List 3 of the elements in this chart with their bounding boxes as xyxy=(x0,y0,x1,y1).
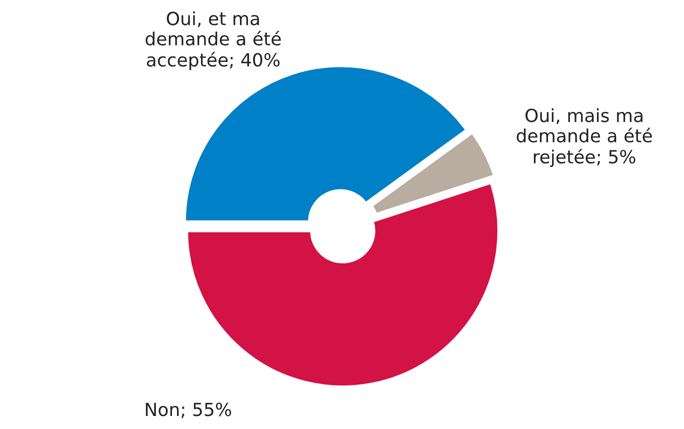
slice-label: Non; 55% xyxy=(146,402,232,418)
slice-label: Oui, et ma demande a été acceptée; 40% xyxy=(146,11,281,70)
slice-label: Oui, mais ma demande a été rejetée; 5% xyxy=(516,108,652,168)
